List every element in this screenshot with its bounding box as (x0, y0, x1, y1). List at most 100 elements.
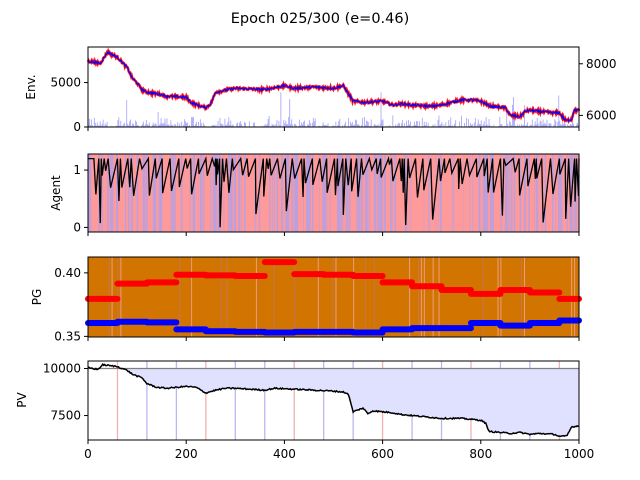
env-volume-bar (276, 120, 278, 127)
env-volume-bar (158, 125, 160, 127)
env-volume-bar (129, 121, 131, 127)
env-volume-bar (395, 124, 397, 127)
env-volume-bar (561, 124, 563, 127)
env-volume-bar (345, 121, 347, 127)
env-volume-bar (509, 120, 511, 127)
env-volume-bar (524, 105, 525, 127)
env-volume-bar (531, 119, 533, 127)
agent-sell-stripe (485, 154, 489, 232)
env-volume-bar (510, 122, 512, 127)
env-price-markers (86, 47, 581, 125)
agent-sell-stripe (223, 154, 225, 232)
y-tick-label: 0 (73, 220, 81, 234)
env-volume-bar (323, 125, 325, 127)
x-tick-label: 1000 (564, 447, 595, 461)
pg-ylabel: PG (30, 289, 44, 306)
agent-sell-stripe (510, 154, 513, 232)
env-volume-bar (548, 123, 550, 127)
env-volume-bar (326, 125, 328, 127)
agent-sell-stripe (199, 154, 203, 232)
env-volume-bar (314, 118, 316, 127)
pg-y-axis: 0.35 0.40 (54, 266, 88, 343)
env-volume-bar (500, 124, 502, 127)
env-volume-bar (151, 124, 153, 127)
env-volume-bar (291, 119, 293, 127)
agent-sell-stripe (254, 154, 256, 232)
env-volume-bar (386, 125, 388, 127)
pg-stripe (191, 257, 193, 337)
agent-sell-stripe (509, 154, 511, 232)
agent-sell-stripe (575, 154, 578, 232)
env-volume-bar (169, 125, 171, 127)
env-volume-bar (493, 124, 495, 127)
env-volume-bar (219, 118, 221, 127)
env-volume-bar (233, 125, 235, 127)
env-volume-bar (98, 125, 100, 127)
env-volume-bar (304, 120, 305, 127)
agent-sell-stripe (306, 154, 309, 232)
env-volume-bar (452, 125, 454, 127)
agent-sell-stripe (108, 154, 110, 232)
env-volume-bar (104, 123, 106, 127)
agent-sell-stripe (136, 154, 139, 232)
env-volume-bar (161, 123, 163, 127)
agent-sell-stripe (322, 154, 324, 232)
env-volume-bar (478, 123, 480, 127)
env-volume-bar (195, 124, 196, 127)
agent-sell-stripe (341, 154, 343, 232)
agent-sell-stripe (244, 154, 246, 232)
agent-sell-stripe (210, 154, 212, 232)
agent-sell-stripe (404, 154, 407, 232)
x-tick-label: 800 (469, 447, 492, 461)
env-volume-bar (236, 123, 238, 127)
env-volume-bar (397, 124, 399, 127)
env-volume-bar (339, 118, 341, 127)
pg-stripe (409, 257, 411, 337)
env-volume-bar (167, 124, 169, 127)
agent-sell-stripe (478, 154, 481, 232)
agent-sell-stripe (407, 154, 409, 232)
env-volume-bar (289, 99, 291, 127)
env-volume-bar (128, 125, 130, 127)
env-volume-bar (355, 119, 356, 127)
agent-sell-stripe (356, 154, 358, 232)
env-volume-bar (569, 125, 570, 127)
env-volume-bar (537, 123, 539, 127)
agent-sell-stripe (376, 154, 378, 232)
pg-x-ticks (87, 337, 580, 341)
env-volume-bar (448, 120, 450, 127)
env-volume-bar (485, 117, 487, 127)
env-volume-bar (306, 124, 308, 127)
env-volume-bar (93, 117, 95, 127)
env-volume-bar (523, 124, 524, 127)
y-tick-label: 10000 (43, 362, 81, 376)
env-volume-bar (469, 122, 471, 127)
env-volume-bar (177, 122, 179, 127)
env-volume-bar (489, 125, 491, 127)
agent-sell-stripe (171, 154, 175, 232)
agent-sell-stripe (110, 154, 113, 232)
env-volume-bar (271, 123, 273, 127)
env-volume-bar (272, 124, 274, 127)
pg-stripe (438, 257, 440, 337)
env-volume-bar (438, 115, 440, 127)
env-volume-bar (162, 124, 164, 127)
env-volume-bar (367, 122, 369, 127)
env-volume-bar (102, 119, 104, 127)
env-volume-bar (480, 120, 482, 127)
env-volume-bar (440, 124, 442, 127)
env-volume-bar (309, 123, 311, 127)
env-volume-bar (106, 121, 108, 127)
env-volume-bar (221, 124, 223, 127)
agent-sell-stripe (174, 154, 176, 232)
agent-sell-stripe (232, 154, 233, 232)
agent-sell-stripe (338, 154, 341, 232)
env-volume-bar (389, 125, 391, 127)
env-volume-bar (288, 117, 290, 127)
env-volume-bar (134, 125, 135, 127)
env-volume-bar (193, 116, 194, 127)
env-volume-bar (143, 125, 145, 127)
env-volume-bar (445, 122, 447, 127)
agent-sell-stripe (143, 154, 145, 232)
